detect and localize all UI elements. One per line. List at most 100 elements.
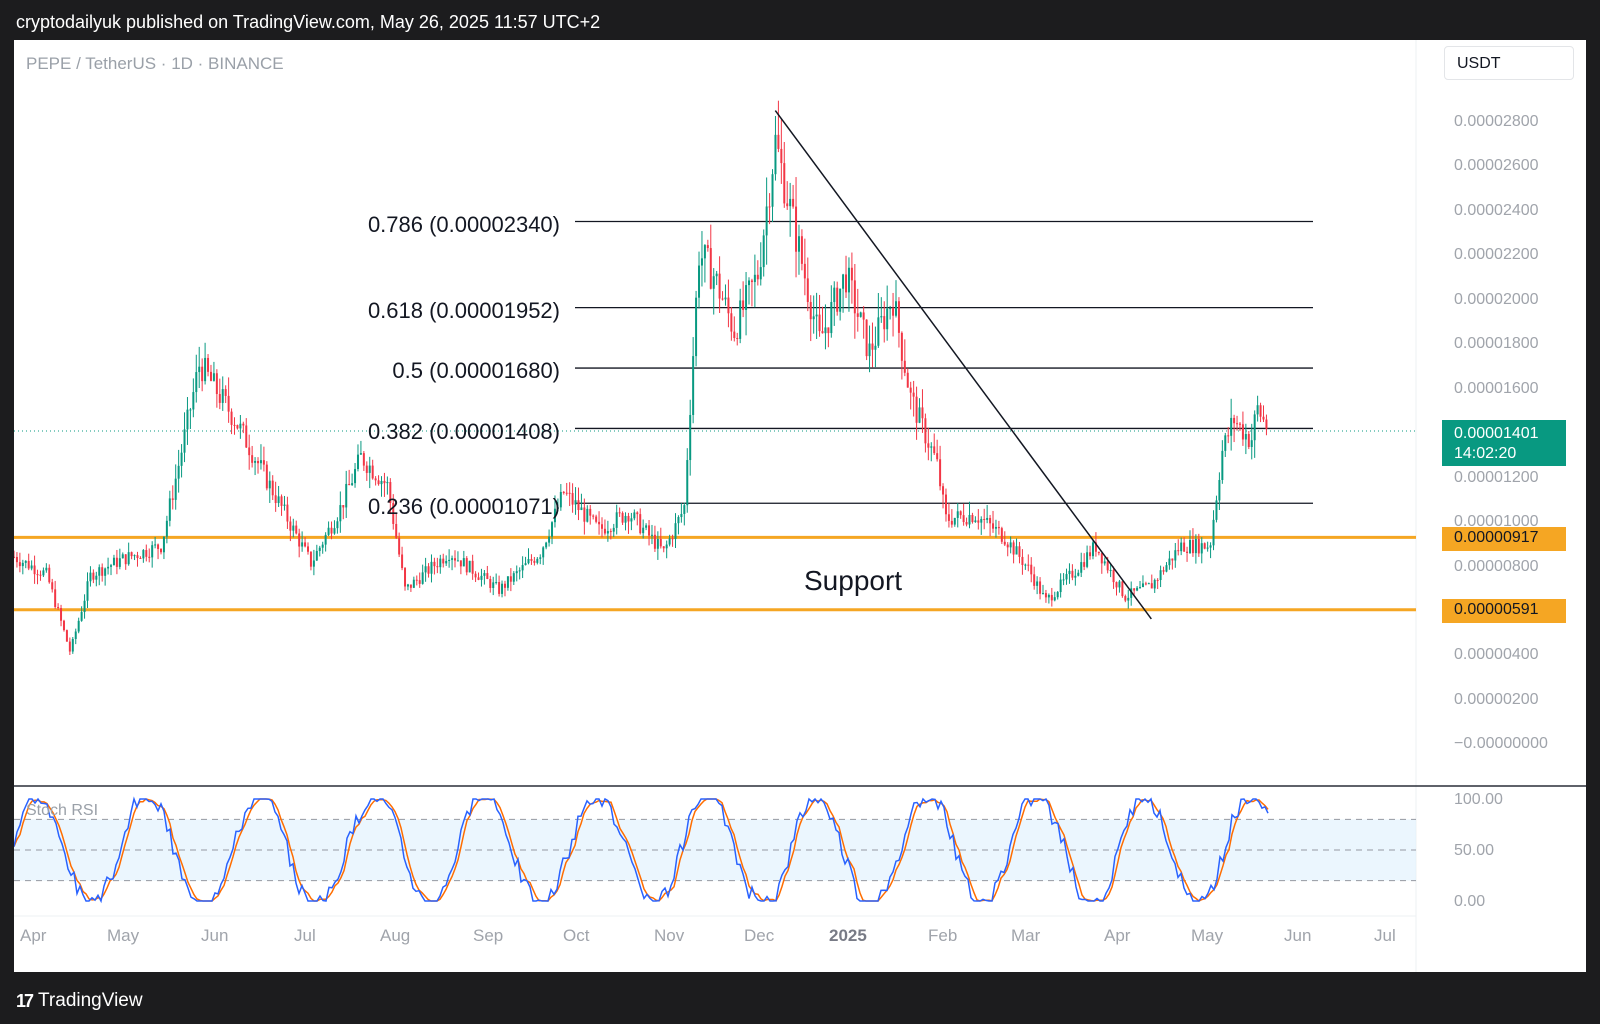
candle-down xyxy=(1191,540,1194,554)
candle-down xyxy=(498,582,501,594)
candle-up xyxy=(830,302,833,334)
time-tick: Jun xyxy=(1284,926,1312,945)
candle-down xyxy=(1162,570,1165,572)
candle-up xyxy=(1056,592,1059,598)
candle-down xyxy=(936,453,939,460)
candle-up xyxy=(980,518,983,523)
candle-down xyxy=(583,507,586,522)
candle-up xyxy=(189,409,192,411)
candle-down xyxy=(124,554,127,565)
candle-down xyxy=(906,372,909,388)
candle-down xyxy=(756,274,759,280)
candle-up xyxy=(918,407,921,423)
candle-down xyxy=(230,411,233,425)
candle-up xyxy=(695,297,698,357)
candle-up xyxy=(847,267,850,293)
price-tick: 0.00000200 xyxy=(1454,691,1539,708)
candle-down xyxy=(474,573,477,578)
candle-down xyxy=(568,492,571,494)
candle-down xyxy=(1089,552,1092,557)
chart-area[interactable]: PEPE / TetherUS · 1D · BINANCE USDT 0.78… xyxy=(14,40,1586,972)
candle-up xyxy=(168,498,171,521)
candle-down xyxy=(289,521,292,531)
candle-up xyxy=(615,512,618,528)
candle-up xyxy=(162,536,165,553)
candle-down xyxy=(892,308,895,316)
candle-up xyxy=(1009,542,1012,548)
candle-up xyxy=(512,573,515,582)
candle-down xyxy=(750,280,753,283)
candle-down xyxy=(442,558,445,564)
candle-up xyxy=(650,534,653,536)
candle-down xyxy=(636,512,639,515)
fib-label-0382: 0.382 (0.00001408) xyxy=(367,419,560,444)
candle-up xyxy=(1215,500,1218,520)
candle-down xyxy=(68,641,71,652)
candle-up xyxy=(1059,579,1062,593)
candle-down xyxy=(280,496,283,506)
candle-down xyxy=(115,557,118,567)
candle-up xyxy=(868,343,871,357)
candle-up xyxy=(1209,545,1212,548)
candle-up xyxy=(524,563,527,566)
candle-down xyxy=(571,493,574,505)
price-tick: 0.00001200 xyxy=(1454,469,1539,486)
candle-up xyxy=(656,538,659,549)
candle-up xyxy=(439,558,442,568)
candle-up xyxy=(689,414,692,461)
downtrend-line xyxy=(774,110,1152,620)
candle-down xyxy=(148,556,151,558)
candle-down xyxy=(207,357,210,372)
candle-down xyxy=(1018,546,1021,557)
candle-up xyxy=(739,300,742,339)
price-tick: 0.00000800 xyxy=(1454,558,1539,575)
candle-up xyxy=(151,545,154,558)
candle-down xyxy=(1071,570,1074,578)
time-tick: Feb xyxy=(928,926,958,945)
candle-down xyxy=(915,396,918,423)
candle-down xyxy=(139,557,142,559)
candle-down xyxy=(433,561,436,567)
time-tick: May xyxy=(1191,926,1224,945)
candle-up xyxy=(759,267,762,280)
candle-up xyxy=(321,544,324,548)
candle-up xyxy=(515,571,518,574)
candle-up xyxy=(665,544,668,549)
candle-up xyxy=(551,522,554,537)
candle-down xyxy=(780,148,783,164)
candle-up xyxy=(301,542,304,547)
candle-down xyxy=(897,301,900,333)
price-chart-svg[interactable] xyxy=(14,40,1586,972)
candle-down xyxy=(733,331,736,339)
tradingview-logo[interactable]: 17 TradingView xyxy=(16,990,143,1012)
candle-down xyxy=(57,606,60,609)
candle-down xyxy=(395,523,398,538)
candle-down xyxy=(965,522,968,525)
candle-down xyxy=(1262,416,1265,420)
candle-up xyxy=(1080,562,1083,573)
candle-down xyxy=(1183,542,1186,552)
candle-up xyxy=(71,638,74,652)
candle-down xyxy=(309,551,312,567)
candle-down xyxy=(248,447,251,456)
candle-up xyxy=(154,544,157,546)
currency-selector[interactable]: USDT xyxy=(1444,46,1574,80)
time-tick: Dec xyxy=(744,926,775,945)
candle-up xyxy=(89,572,92,582)
candle-up xyxy=(430,561,433,574)
time-tick: 2025 xyxy=(829,926,867,945)
candle-down xyxy=(921,407,924,419)
candle-up xyxy=(345,483,348,508)
candle-up xyxy=(45,567,48,571)
candle-down xyxy=(1171,558,1174,561)
price-tick: −0.00000000 xyxy=(1454,735,1548,752)
candle-down xyxy=(1177,550,1180,552)
candle-up xyxy=(177,465,180,479)
candle-down xyxy=(818,314,821,332)
candle-down xyxy=(1039,581,1042,594)
fib-label-0236: 0.236 (0.00001071) xyxy=(367,494,560,519)
candle-up xyxy=(1221,450,1224,480)
candle-down xyxy=(242,423,245,426)
candle-down xyxy=(903,360,906,373)
candle-up xyxy=(668,538,671,545)
